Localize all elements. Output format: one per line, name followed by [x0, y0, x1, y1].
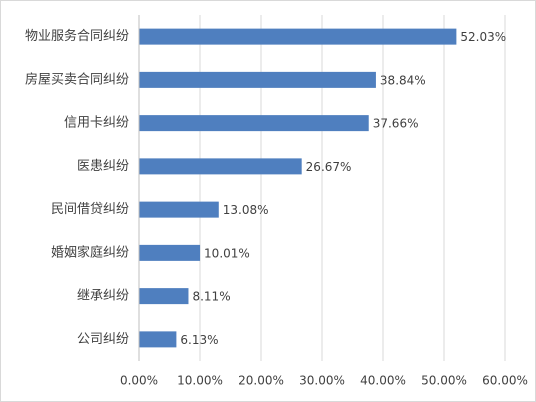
bar — [139, 331, 177, 348]
bar — [139, 201, 219, 218]
data-label: 38.84% — [380, 73, 426, 87]
x-tick-label: 40.00% — [360, 374, 406, 388]
data-label: 37.66% — [373, 117, 419, 131]
data-label: 10.01% — [204, 246, 250, 260]
y-tick-label: 医患纠纷 — [77, 159, 129, 174]
y-tick-label: 房屋买卖合同纠纷 — [25, 71, 129, 87]
bar — [139, 244, 201, 261]
bar — [139, 288, 189, 305]
y-tick-label: 信用卡纠纷 — [64, 116, 129, 131]
data-label: 26.67% — [306, 160, 352, 174]
data-label: 13.08% — [223, 203, 269, 217]
y-tick-label: 婚姻家庭纠纷 — [51, 244, 129, 260]
y-tick-label: 继承纠纷 — [77, 289, 129, 304]
x-tick-label: 60.00% — [482, 374, 528, 388]
data-label: 6.13% — [180, 333, 218, 347]
data-label: 52.03% — [460, 30, 506, 44]
bar — [139, 28, 457, 45]
data-label: 8.11% — [192, 290, 230, 304]
bar — [139, 71, 376, 88]
x-tick-label: 10.00% — [177, 374, 223, 388]
bar — [139, 115, 369, 132]
x-tick-label: 0.00% — [120, 374, 158, 388]
y-tick-label: 公司纠纷 — [77, 332, 129, 347]
y-tick-label: 民间借贷纠纷 — [51, 202, 129, 217]
x-tick-label: 20.00% — [238, 374, 284, 388]
x-tick-label: 50.00% — [421, 374, 467, 388]
bar — [139, 158, 302, 175]
y-tick-label: 物业服务合同纠纷 — [25, 28, 129, 44]
x-tick-label: 30.00% — [299, 374, 345, 388]
